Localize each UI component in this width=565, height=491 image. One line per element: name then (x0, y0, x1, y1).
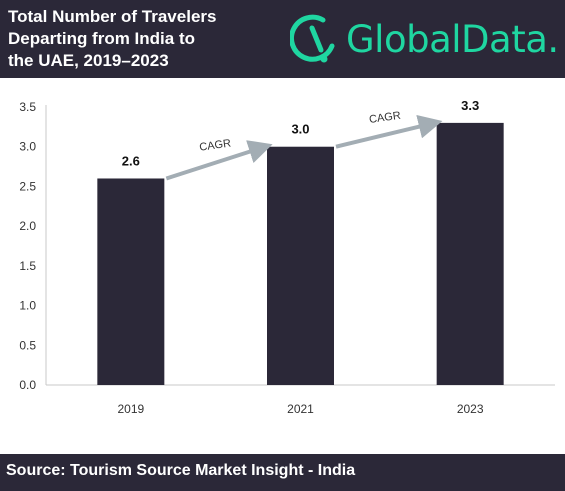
x-tick-label: 2023 (457, 402, 484, 416)
source-note: Source: Tourism Source Market Insight - … (6, 462, 356, 479)
chart-title: Total Number of Travelers Departing from… (8, 6, 248, 72)
globaldata-logo-icon (290, 14, 335, 63)
title-line-3: the UAE, 2019–2023 (8, 51, 169, 70)
y-tick-label: 1.5 (19, 259, 36, 273)
logo-text: GlobalData. (346, 18, 559, 61)
x-tick-label: 2021 (287, 402, 314, 416)
chart-area: 0.0 0.5 1.0 1.5 2.0 2.5 3.0 3.5 2.6 2019 3.0 2021 3.… (0, 78, 565, 448)
y-tick-label: 0.0 (19, 378, 36, 392)
data-label: 3.0 (291, 122, 309, 137)
y-tick-label: 1.0 (19, 299, 36, 313)
cagr-arrow (335, 114, 443, 149)
data-label: 3.3 (461, 98, 479, 113)
bar (267, 146, 334, 385)
cagr-label: CAGR (199, 137, 232, 153)
data-label: 2.6 (122, 153, 140, 168)
title-line-2: Departing from India to (8, 29, 195, 48)
x-tick-label: 2019 (117, 402, 144, 416)
footer-banner: Source: Tourism Source Market Insight - … (0, 454, 565, 491)
globaldata-logo: GlobalData. (290, 10, 560, 70)
y-tick-label: 2.0 (19, 219, 36, 233)
bar-chart: 0.0 0.5 1.0 1.5 2.0 2.5 3.0 3.5 2.6 2019 3.0 2021 3.… (19, 98, 555, 416)
cagr-label: CAGR (368, 110, 401, 126)
bar (436, 122, 504, 385)
y-tick-label: 3.5 (19, 100, 36, 114)
cagr-arrow (165, 140, 273, 181)
y-tick-label: 3.0 (19, 140, 36, 154)
bar (97, 178, 165, 385)
y-tick-label: 2.5 (19, 179, 36, 193)
header-banner: Total Number of Travelers Departing from… (0, 0, 565, 78)
y-tick-label: 0.5 (19, 338, 36, 352)
title-line-1: Total Number of Travelers (8, 7, 217, 26)
